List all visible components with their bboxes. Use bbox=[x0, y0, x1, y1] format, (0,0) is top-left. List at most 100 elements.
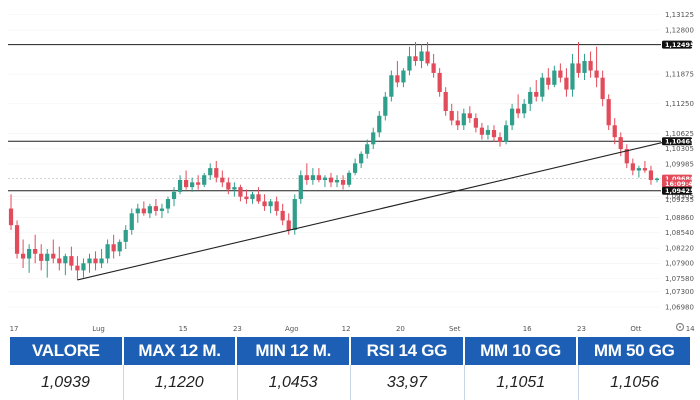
candle bbox=[105, 239, 110, 264]
x-tick-label: 14 bbox=[686, 325, 695, 333]
candle bbox=[33, 234, 38, 264]
candle-body bbox=[395, 75, 400, 83]
candle bbox=[220, 170, 225, 188]
candle-body bbox=[558, 70, 563, 78]
candle-body bbox=[256, 194, 261, 202]
candle bbox=[208, 163, 213, 180]
candle-body bbox=[20, 253, 26, 259]
candle-body bbox=[220, 177, 225, 183]
candle-body bbox=[286, 220, 291, 230]
candle bbox=[365, 139, 370, 159]
candle-body bbox=[93, 258, 98, 264]
candle bbox=[383, 91, 388, 121]
candle-body bbox=[546, 77, 551, 85]
y-tick-label: 1,12800 bbox=[665, 26, 694, 34]
candle-body bbox=[461, 113, 466, 126]
candle-body bbox=[497, 137, 503, 142]
y-tick-label: 1,10625 bbox=[665, 130, 694, 138]
candle-body bbox=[165, 199, 171, 209]
candle-body bbox=[509, 108, 515, 126]
candle-body bbox=[564, 77, 569, 90]
stats-value-row: 1,0939 1,1220 1,0453 33,97 1,1051 1,1056 bbox=[10, 365, 690, 400]
candle bbox=[359, 151, 364, 169]
candle-body bbox=[654, 178, 660, 180]
header-rsi-14gg: RSI 14 GG bbox=[351, 337, 463, 365]
candle-body bbox=[365, 144, 370, 154]
candle-body bbox=[630, 163, 635, 171]
candle bbox=[509, 103, 515, 131]
candle bbox=[546, 68, 551, 90]
value-min-12m: 1,0453 bbox=[236, 365, 349, 400]
candle-body bbox=[606, 99, 611, 126]
candle bbox=[298, 170, 303, 204]
candle-body bbox=[310, 175, 315, 180]
candle-body bbox=[208, 168, 213, 176]
horizontal-levels bbox=[8, 44, 661, 192]
candle bbox=[346, 170, 352, 188]
candle bbox=[425, 41, 430, 66]
candle bbox=[75, 256, 80, 280]
candle bbox=[45, 248, 50, 278]
candle-body bbox=[516, 108, 521, 114]
y-tick-label: 1,08540 bbox=[665, 229, 694, 237]
gridlines bbox=[8, 14, 660, 308]
value-mm-50gg: 1,1056 bbox=[578, 365, 690, 400]
candle-body bbox=[63, 256, 68, 264]
candle-body bbox=[467, 113, 472, 119]
candle-body bbox=[33, 248, 38, 254]
candle-body bbox=[346, 172, 352, 185]
x-tick-label: Set bbox=[449, 325, 461, 333]
settings-icon[interactable] bbox=[675, 322, 685, 332]
candle-body bbox=[27, 248, 32, 259]
candle-body bbox=[75, 265, 80, 271]
candle-body bbox=[377, 115, 382, 133]
price-tag-label: 1,09425 bbox=[665, 187, 695, 195]
y-tick-label: 1,10305 bbox=[665, 145, 694, 153]
candle-body bbox=[202, 175, 207, 185]
candle bbox=[612, 118, 617, 145]
candle-body bbox=[419, 51, 424, 62]
candle-body bbox=[455, 120, 460, 126]
candle-body bbox=[503, 125, 509, 142]
price-tag-bg bbox=[662, 137, 692, 146]
candle-body bbox=[57, 258, 62, 264]
value-max-12m: 1,1220 bbox=[122, 365, 235, 400]
candle bbox=[147, 203, 152, 219]
candle bbox=[268, 199, 273, 214]
candle bbox=[135, 203, 140, 223]
candle bbox=[570, 53, 575, 97]
candle-body bbox=[401, 70, 406, 83]
candle bbox=[14, 220, 20, 259]
y-tick-label: 1,07580 bbox=[665, 275, 694, 283]
x-tick-label: 17 bbox=[10, 325, 19, 333]
trendline-layer bbox=[77, 140, 670, 281]
y-tick-label: 1,13125 bbox=[665, 11, 694, 19]
candle bbox=[69, 246, 74, 271]
candles bbox=[8, 41, 660, 280]
candle bbox=[552, 65, 557, 88]
candle bbox=[642, 160, 648, 173]
candle bbox=[588, 51, 593, 78]
candle-body bbox=[177, 179, 183, 192]
candle bbox=[564, 68, 569, 97]
candle bbox=[516, 94, 521, 119]
candle bbox=[600, 70, 605, 107]
x-axis: 17 Lug 15 23 Ago 12 20 Set 16 23 Ott 14 bbox=[10, 325, 696, 333]
candle-body bbox=[389, 75, 394, 97]
candle-body bbox=[153, 206, 159, 211]
candle-body bbox=[298, 175, 303, 200]
candle-body bbox=[147, 206, 152, 214]
candle bbox=[214, 160, 219, 183]
candle bbox=[99, 248, 104, 269]
candle bbox=[244, 189, 249, 204]
candle bbox=[93, 251, 98, 271]
candle-body bbox=[383, 96, 388, 116]
candle bbox=[377, 110, 382, 138]
candle bbox=[165, 196, 171, 214]
candle bbox=[81, 258, 86, 278]
candle-body bbox=[280, 210, 285, 221]
candle bbox=[141, 201, 146, 216]
x-tick-label: Ago bbox=[285, 325, 299, 333]
candle-body bbox=[479, 127, 485, 135]
candle-body bbox=[588, 61, 593, 71]
